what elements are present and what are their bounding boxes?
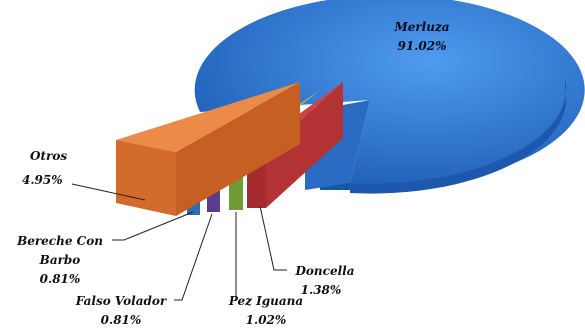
slice-otros-face (176, 82, 300, 216)
slice-otros-side (116, 140, 176, 216)
leader-line-bereche (112, 211, 194, 241)
label-bereche-name-line1: Bereche Con (16, 234, 103, 248)
label-pez-iguana-percent: 1.02% (246, 313, 287, 327)
label-otros-percent: 4.95% (22, 173, 63, 187)
label-bereche-name-line2: Barbo (39, 253, 81, 267)
slice-otros-top (116, 82, 300, 152)
label-falso-volador-percent: 0.81% (101, 313, 142, 327)
label-falso-volador-name: Falso Volador (75, 294, 168, 308)
label-bereche-percent: 0.81% (40, 272, 81, 286)
label-pez-iguana-name: Pez Iguana (228, 294, 303, 308)
leader-line-doncella (259, 205, 287, 271)
slice-merluza-top (194, 0, 585, 185)
slice-doncella-face (266, 82, 343, 208)
label-otros-name: Otros (30, 149, 67, 163)
leader-line-falso-volador (174, 213, 213, 301)
label-doncella-percent: 1.38% (301, 283, 342, 297)
label-merluza-name: Merluza (393, 20, 449, 34)
data-labels: Merluza 91.02% Otros 4.95% Bereche Con B… (16, 20, 449, 327)
leader-lines (71, 183, 287, 301)
leader-line-otros (71, 183, 146, 201)
label-doncella-name: Doncella (295, 264, 355, 278)
label-merluza-percent: 91.02% (398, 39, 447, 53)
